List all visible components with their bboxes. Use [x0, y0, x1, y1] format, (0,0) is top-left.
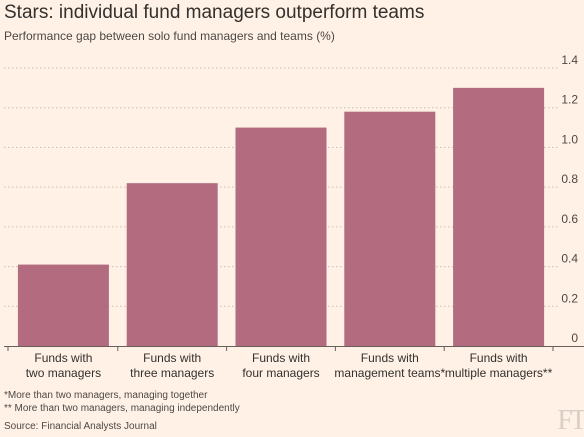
- x-tick-label: Funds with: [143, 351, 201, 365]
- x-tick-label: multiple managers**: [445, 366, 553, 380]
- y-tick-label: 0.6: [561, 212, 578, 226]
- x-tick-label: three managers: [130, 366, 214, 380]
- x-tick-label: Funds with: [361, 351, 419, 365]
- y-tick-label: 0.4: [561, 252, 578, 266]
- chart-subtitle: Performance gap between solo fund manage…: [4, 29, 335, 43]
- bar: [344, 111, 436, 346]
- footnote-management-teams: *More than two managers, managing togeth…: [4, 390, 208, 401]
- y-tick-label: 0.2: [561, 291, 578, 305]
- footnote-multiple-managers: ** More than two managers, managing inde…: [4, 403, 240, 414]
- bar: [126, 183, 218, 346]
- y-tick-label: 0.8: [561, 172, 578, 186]
- y-tick-label: 1.0: [561, 132, 578, 146]
- x-tick-label: management teams*: [334, 366, 445, 380]
- chart-title: Stars: individual fund managers outperfo…: [4, 2, 425, 23]
- y-tick-label: 0: [571, 331, 578, 345]
- bar: [17, 264, 109, 346]
- x-tick-label: Funds with: [470, 351, 528, 365]
- x-tick-label: Funds with: [252, 351, 310, 365]
- bar: [235, 127, 327, 346]
- bar: [453, 87, 545, 346]
- x-tick-label: Funds with: [34, 351, 92, 365]
- source-note: Source: Financial Analysts Journal: [4, 421, 157, 432]
- y-tick-label: 1.2: [561, 93, 578, 107]
- y-tick-label: 1.4: [561, 53, 578, 67]
- footnotes: *More than two managers, managing togeth…: [4, 389, 240, 415]
- ft-logo: FT: [557, 405, 584, 436]
- x-tick-label: four managers: [242, 366, 319, 380]
- x-tick-label: two managers: [26, 366, 101, 380]
